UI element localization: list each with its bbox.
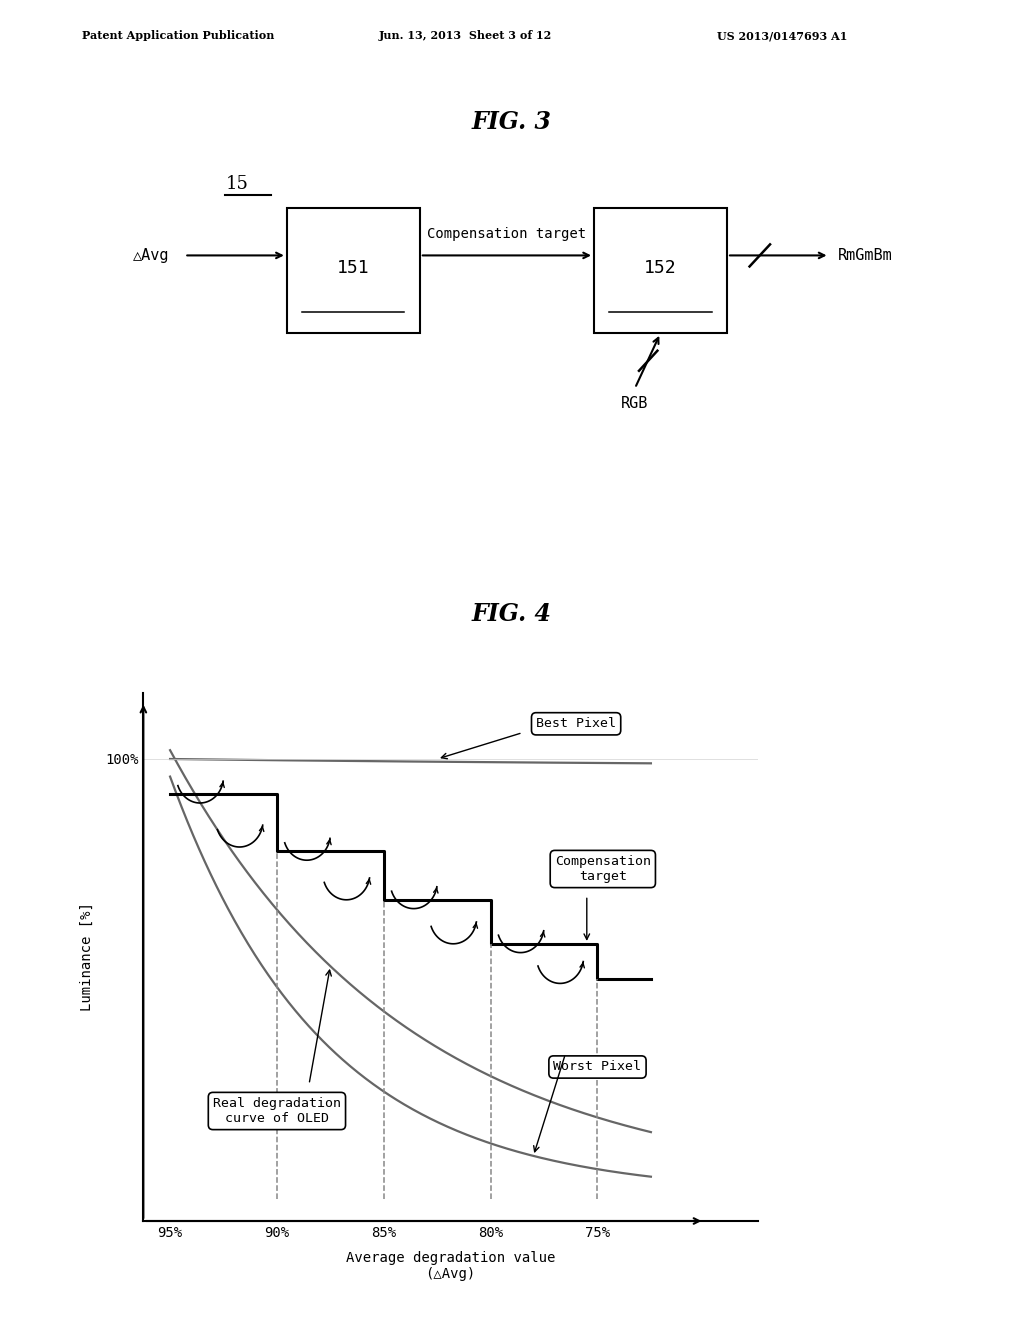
- Text: Real degradation
curve of OLED: Real degradation curve of OLED: [213, 1097, 341, 1125]
- Text: US 2013/0147693 A1: US 2013/0147693 A1: [717, 30, 847, 41]
- X-axis label: Average degradation value
(△Avg): Average degradation value (△Avg): [346, 1251, 555, 1282]
- Bar: [594, 207, 727, 333]
- Text: Patent Application Publication: Patent Application Publication: [82, 30, 274, 41]
- Text: 151: 151: [337, 259, 370, 277]
- Text: RGB: RGB: [622, 396, 648, 411]
- Text: Worst Pixel: Worst Pixel: [554, 1060, 641, 1073]
- Text: Compensation
target: Compensation target: [555, 855, 651, 883]
- Text: Compensation target: Compensation target: [427, 227, 587, 242]
- Text: FIG. 4: FIG. 4: [472, 602, 552, 626]
- Bar: [287, 207, 420, 333]
- Text: △Avg: △Avg: [132, 248, 169, 263]
- Text: 15: 15: [225, 174, 248, 193]
- Text: RmGmBm: RmGmBm: [838, 248, 892, 263]
- Text: Best Pixel: Best Pixel: [537, 717, 616, 730]
- Text: Jun. 13, 2013  Sheet 3 of 12: Jun. 13, 2013 Sheet 3 of 12: [379, 30, 552, 41]
- Text: FIG. 3: FIG. 3: [472, 111, 552, 135]
- Text: 152: 152: [644, 259, 677, 277]
- Y-axis label: Luminance [%]: Luminance [%]: [80, 903, 94, 1011]
